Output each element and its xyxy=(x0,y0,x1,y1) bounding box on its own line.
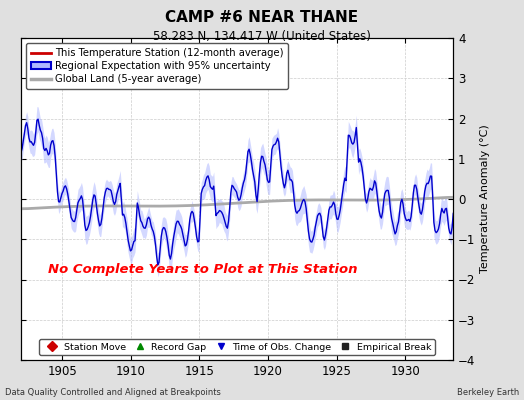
Y-axis label: Temperature Anomaly (°C): Temperature Anomaly (°C) xyxy=(479,125,489,273)
Text: No Complete Years to Plot at This Station: No Complete Years to Plot at This Statio… xyxy=(48,263,357,276)
Legend: Station Move, Record Gap, Time of Obs. Change, Empirical Break: Station Move, Record Gap, Time of Obs. C… xyxy=(39,339,435,355)
Text: 58.283 N, 134.417 W (United States): 58.283 N, 134.417 W (United States) xyxy=(153,30,371,43)
Text: Berkeley Earth: Berkeley Earth xyxy=(456,388,519,397)
Text: CAMP #6 NEAR THANE: CAMP #6 NEAR THANE xyxy=(166,10,358,25)
Text: Data Quality Controlled and Aligned at Breakpoints: Data Quality Controlled and Aligned at B… xyxy=(5,388,221,397)
